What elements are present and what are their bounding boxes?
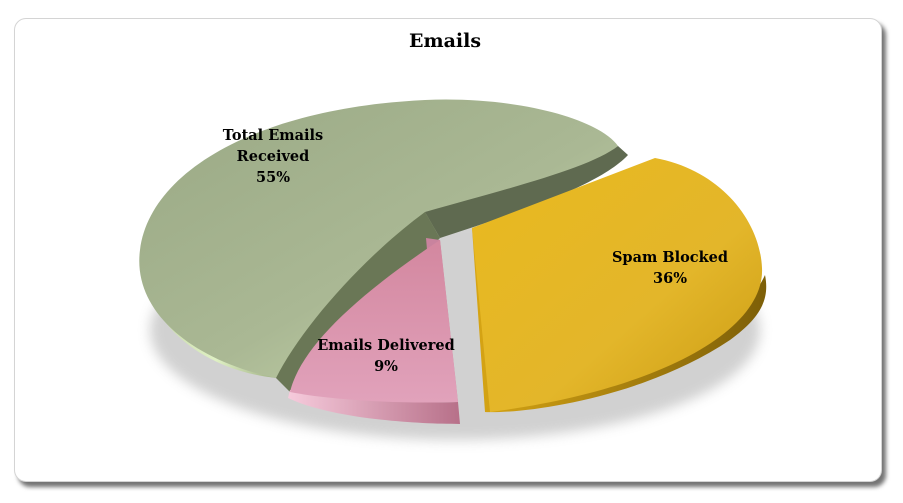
chart-title: Emails <box>408 30 482 52</box>
pie-slice-emails-delivered <box>288 238 460 424</box>
slice-top <box>290 240 458 403</box>
data-label-emails-delivered: Emails Delivered 9% <box>317 337 455 375</box>
data-label-spam-blocked: Spam Blocked 36% <box>612 249 728 287</box>
pie-slice-spam-blocked <box>472 158 767 413</box>
slice-inner-face <box>425 146 628 238</box>
slice-top <box>139 99 618 378</box>
data-label-total-emails-received: Total Emails Received 55% <box>223 127 323 186</box>
pie-slice-total-received <box>139 99 628 378</box>
slice-side <box>288 390 460 424</box>
slice-top <box>472 158 763 412</box>
